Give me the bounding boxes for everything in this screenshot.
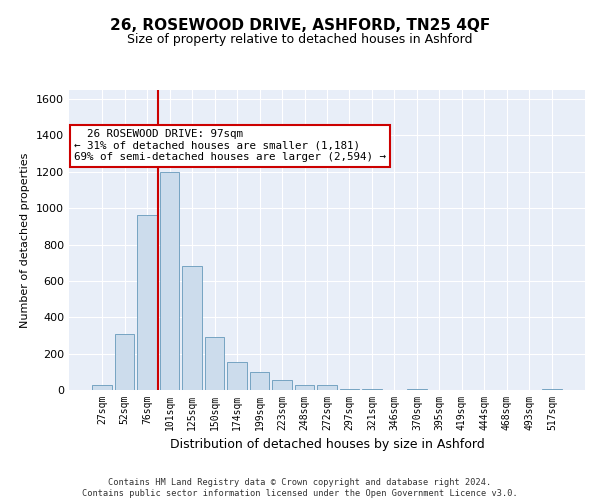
Bar	[92, 384, 112, 390]
Bar	[227, 362, 247, 390]
Bar	[182, 266, 202, 390]
Bar	[295, 384, 314, 390]
Text: Size of property relative to detached houses in Ashford: Size of property relative to detached ho…	[127, 32, 473, 46]
Text: Contains HM Land Registry data © Crown copyright and database right 2024.
Contai: Contains HM Land Registry data © Crown c…	[82, 478, 518, 498]
Text: 26 ROSEWOOD DRIVE: 97sqm
← 31% of detached houses are smaller (1,181)
69% of sem: 26 ROSEWOOD DRIVE: 97sqm ← 31% of detach…	[74, 129, 386, 162]
Bar	[362, 389, 382, 390]
Bar	[205, 338, 224, 390]
Bar	[407, 389, 427, 390]
Bar	[317, 386, 337, 390]
Text: 26, ROSEWOOD DRIVE, ASHFORD, TN25 4QF: 26, ROSEWOOD DRIVE, ASHFORD, TN25 4QF	[110, 18, 490, 32]
X-axis label: Distribution of detached houses by size in Ashford: Distribution of detached houses by size …	[170, 438, 484, 452]
Bar	[340, 389, 359, 390]
Bar	[542, 389, 562, 390]
Bar	[272, 380, 292, 390]
Bar	[250, 372, 269, 390]
Bar	[160, 172, 179, 390]
Y-axis label: Number of detached properties: Number of detached properties	[20, 152, 31, 328]
Bar	[115, 334, 134, 390]
Bar	[137, 216, 157, 390]
